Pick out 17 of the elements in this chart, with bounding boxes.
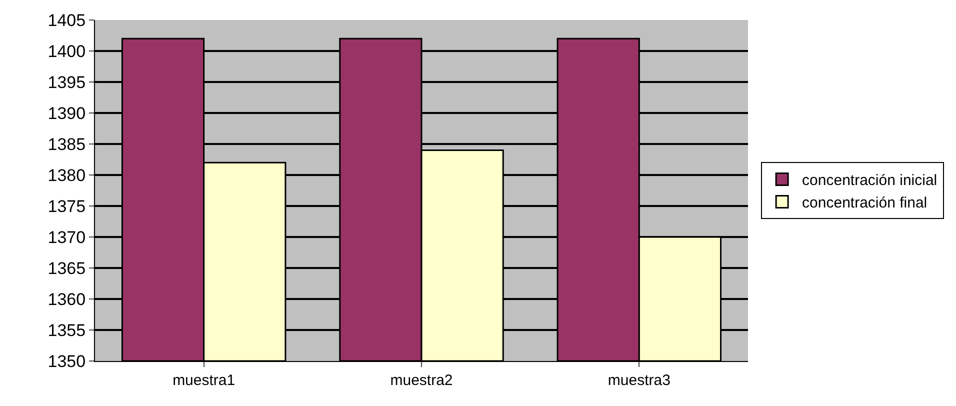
y-tick-label: 1395 <box>48 72 86 92</box>
y-tick-label: 1385 <box>48 134 86 154</box>
x-tick-label: muestra3 <box>608 372 670 389</box>
y-tick-label: 1350 <box>48 352 86 371</box>
y-tick-label: 1405 <box>48 10 86 30</box>
y-tick-label: 1365 <box>48 258 86 278</box>
legend-label: concentración inicial <box>802 172 938 190</box>
y-tick-label: 1380 <box>48 166 86 185</box>
y-tick-label: 1390 <box>48 104 86 123</box>
x-tick-label: muestra2 <box>390 372 453 389</box>
y-tick-label: 1370 <box>48 228 86 247</box>
legend-label: concentración final <box>802 194 928 212</box>
x-tick-label: muestra1 <box>172 372 236 389</box>
y-tick-label: 1360 <box>48 290 86 309</box>
y-tick-label: 1400 <box>48 42 86 61</box>
y-tick-label: 1355 <box>48 320 86 340</box>
y-tick-label: 1375 <box>48 196 86 216</box>
